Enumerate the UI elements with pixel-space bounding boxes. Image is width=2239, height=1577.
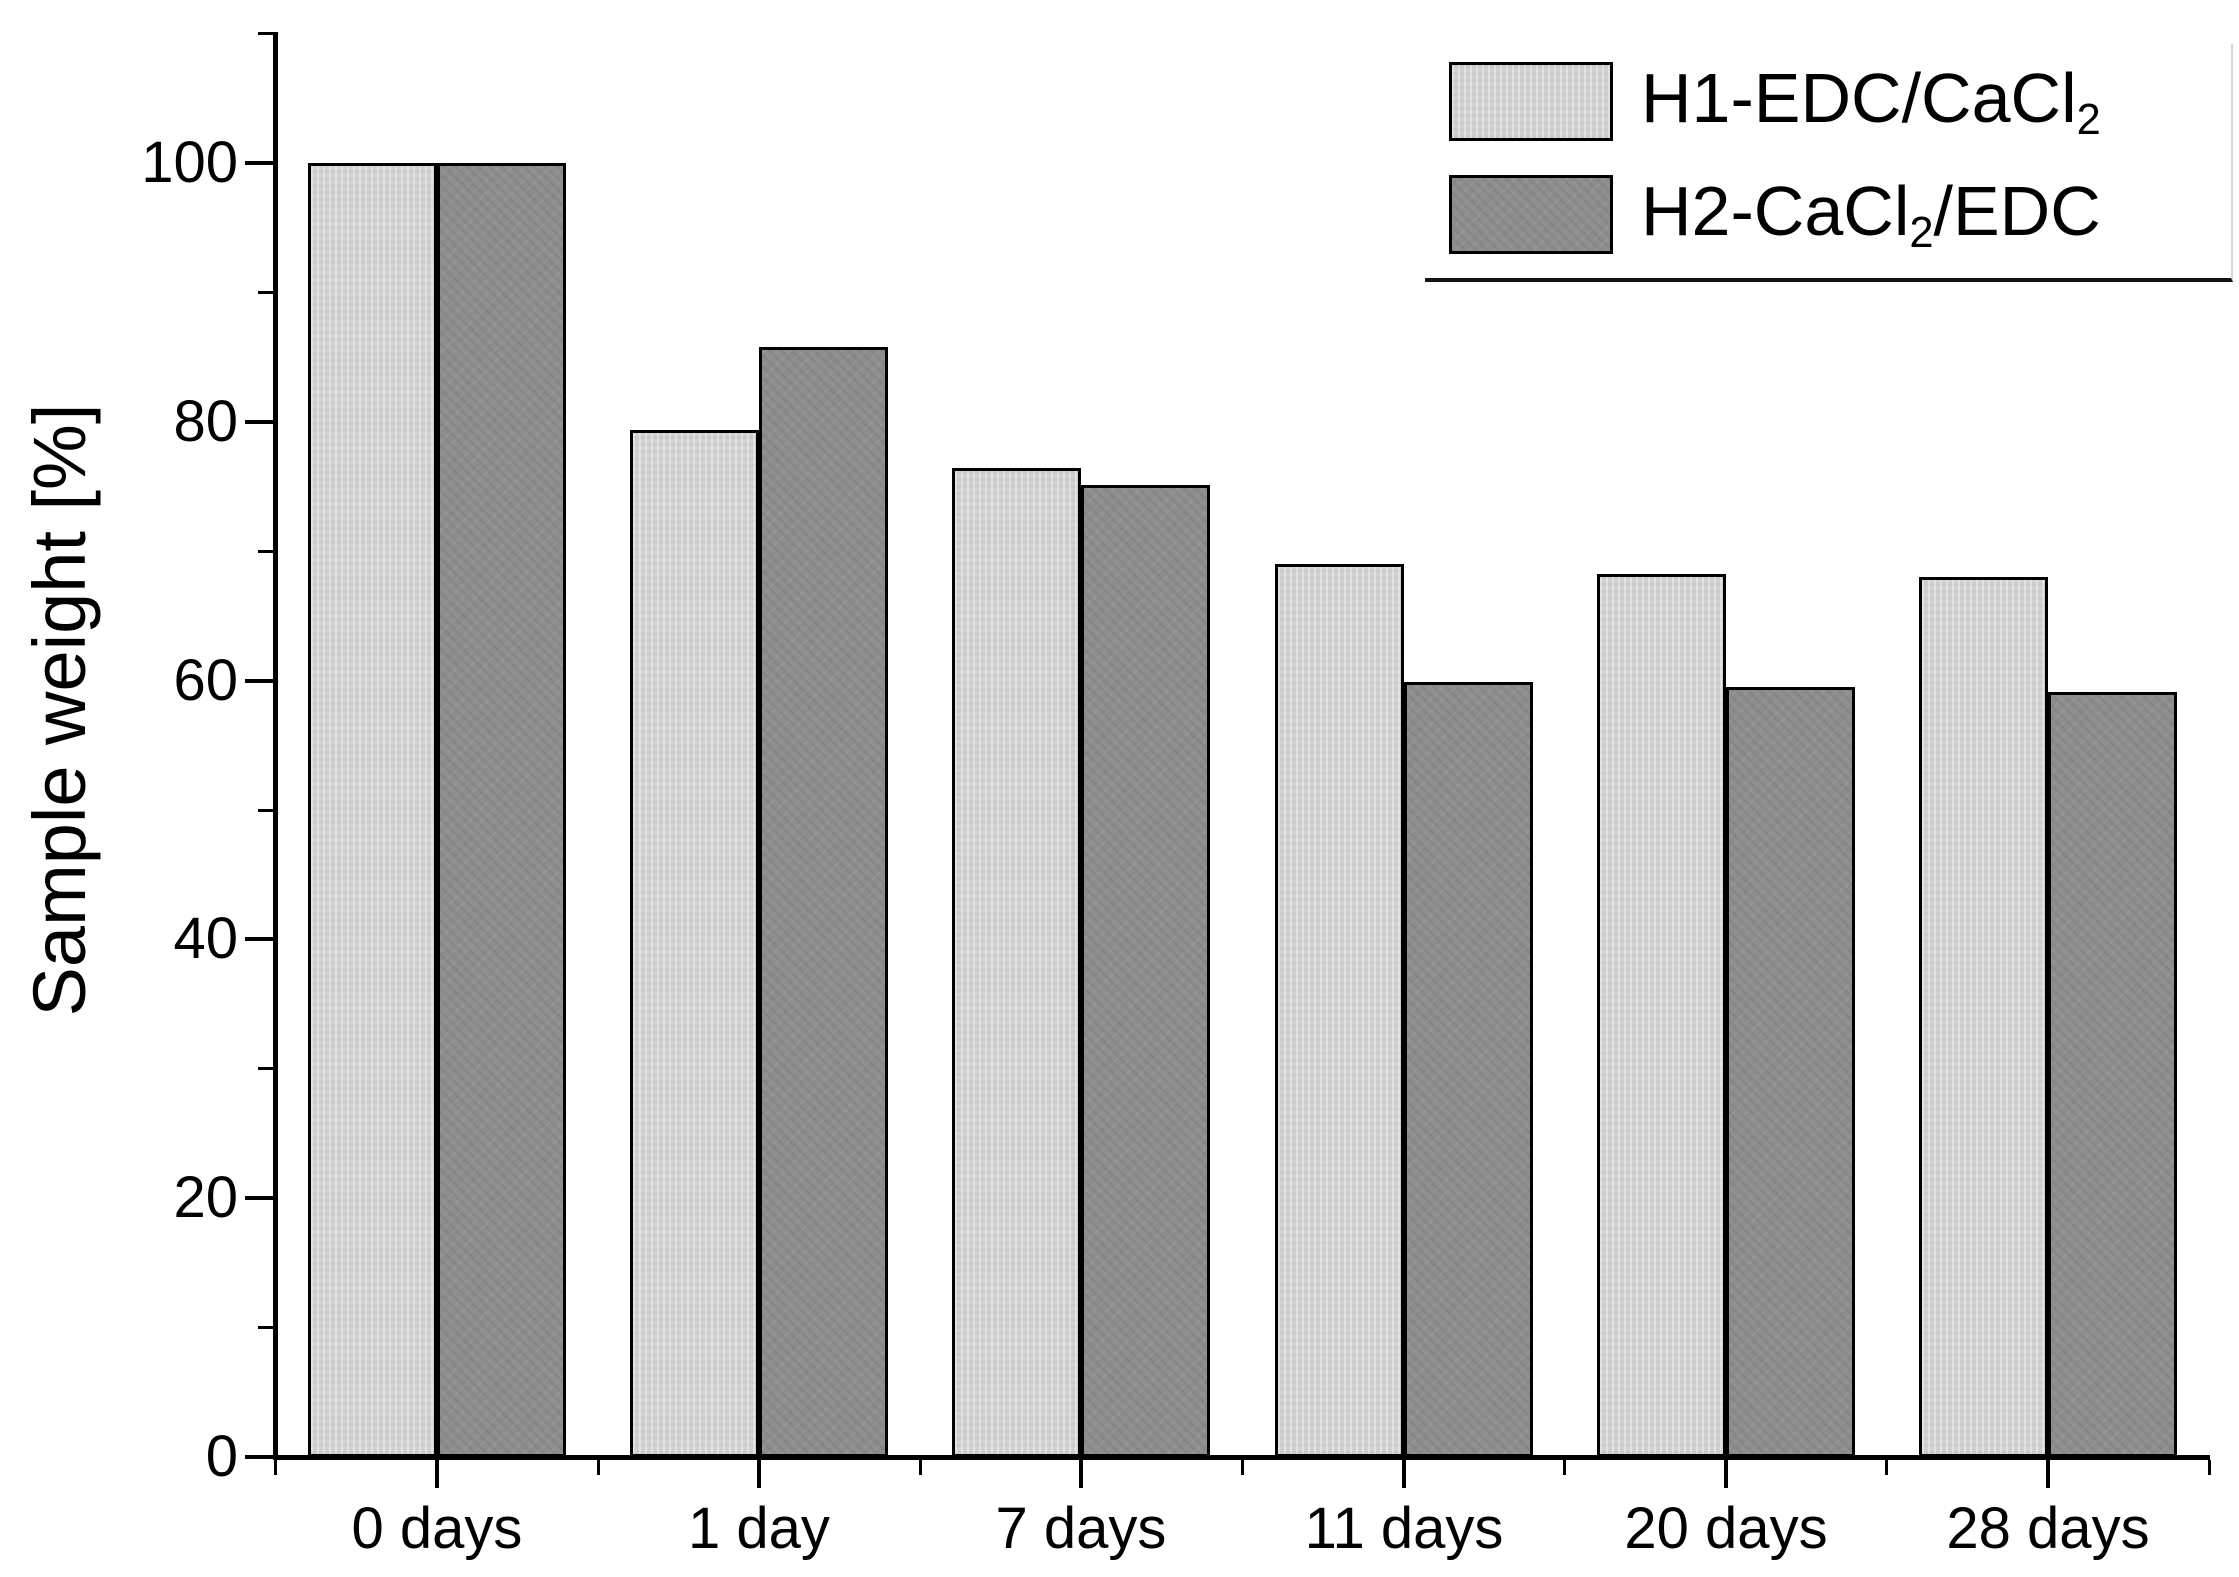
- legend: H1-EDC/CaCl2 H2-CaCl2/EDC: [1425, 44, 2233, 283]
- y-tick-label: 80: [173, 389, 238, 454]
- x-category-label: 11 days: [1304, 1496, 1504, 1561]
- x-minor-tick: [597, 1460, 600, 1475]
- y-major-tick: [245, 937, 273, 941]
- x-category-label: 1 day: [688, 1496, 830, 1561]
- y-major-tick: [245, 161, 273, 165]
- x-minor-tick: [1563, 1460, 1566, 1475]
- y-minor-tick: [258, 32, 273, 35]
- y-tick-label: 20: [173, 1165, 238, 1230]
- y-major-tick: [245, 1455, 273, 1459]
- legend-item: H2-CaCl2/EDC: [1449, 171, 2231, 258]
- x-major-tick: [435, 1460, 439, 1488]
- bar-h2-cacl2-edc-4: [1726, 687, 1855, 1457]
- bar-h2-cacl2-edc-1: [759, 347, 888, 1457]
- x-major-tick: [1402, 1460, 1406, 1488]
- legend-label: H2-CaCl2/EDC: [1641, 172, 2101, 258]
- bar-h1-edc-cacl2-2: [952, 468, 1081, 1457]
- x-minor-tick: [2208, 1460, 2211, 1475]
- x-minor-tick: [919, 1460, 922, 1475]
- bar-h1-edc-cacl2-5: [1919, 577, 2048, 1457]
- legend-item: H1-EDC/CaCl2: [1449, 58, 2231, 145]
- legend-swatch-light: [1449, 62, 1613, 142]
- bar-h1-edc-cacl2-4: [1597, 574, 1726, 1457]
- x-minor-tick: [1885, 1460, 1888, 1475]
- x-major-tick: [1724, 1460, 1728, 1488]
- x-major-tick: [2046, 1460, 2050, 1488]
- y-minor-tick: [258, 550, 273, 553]
- legend-label: H1-EDC/CaCl2: [1641, 59, 2101, 145]
- y-major-tick: [245, 420, 273, 424]
- x-category-label: 28 days: [1946, 1496, 2150, 1561]
- y-minor-tick: [258, 291, 273, 294]
- legend-swatch-dark: [1449, 175, 1613, 255]
- x-minor-tick: [1241, 1460, 1244, 1475]
- y-tick-label: 0: [205, 1424, 238, 1489]
- y-minor-tick: [258, 1067, 273, 1070]
- x-category-label: 0 days: [351, 1496, 523, 1561]
- bar-h2-cacl2-edc-0: [437, 163, 566, 1457]
- y-major-tick: [245, 679, 273, 683]
- bar-h2-cacl2-edc-5: [2048, 692, 2177, 1457]
- y-tick-label: 60: [173, 648, 238, 713]
- bar-h1-edc-cacl2-0: [308, 163, 437, 1457]
- y-tick-label: 100: [141, 130, 238, 195]
- y-minor-tick: [258, 809, 273, 812]
- y-axis-line: [273, 32, 278, 1460]
- bar-h2-cacl2-edc-2: [1081, 485, 1210, 1457]
- bar-h1-edc-cacl2-3: [1275, 564, 1404, 1457]
- bar-h2-cacl2-edc-3: [1404, 682, 1533, 1457]
- x-category-label: 7 days: [995, 1496, 1167, 1561]
- x-major-tick: [1079, 1460, 1083, 1488]
- x-category-label: 20 days: [1624, 1496, 1828, 1561]
- x-axis-line: [273, 1455, 2210, 1460]
- y-tick-label: 40: [173, 906, 238, 971]
- y-minor-tick: [258, 1326, 273, 1329]
- bar-h1-edc-cacl2-1: [630, 430, 759, 1457]
- y-major-tick: [245, 1196, 273, 1200]
- x-minor-tick: [274, 1460, 277, 1475]
- x-major-tick: [757, 1460, 761, 1488]
